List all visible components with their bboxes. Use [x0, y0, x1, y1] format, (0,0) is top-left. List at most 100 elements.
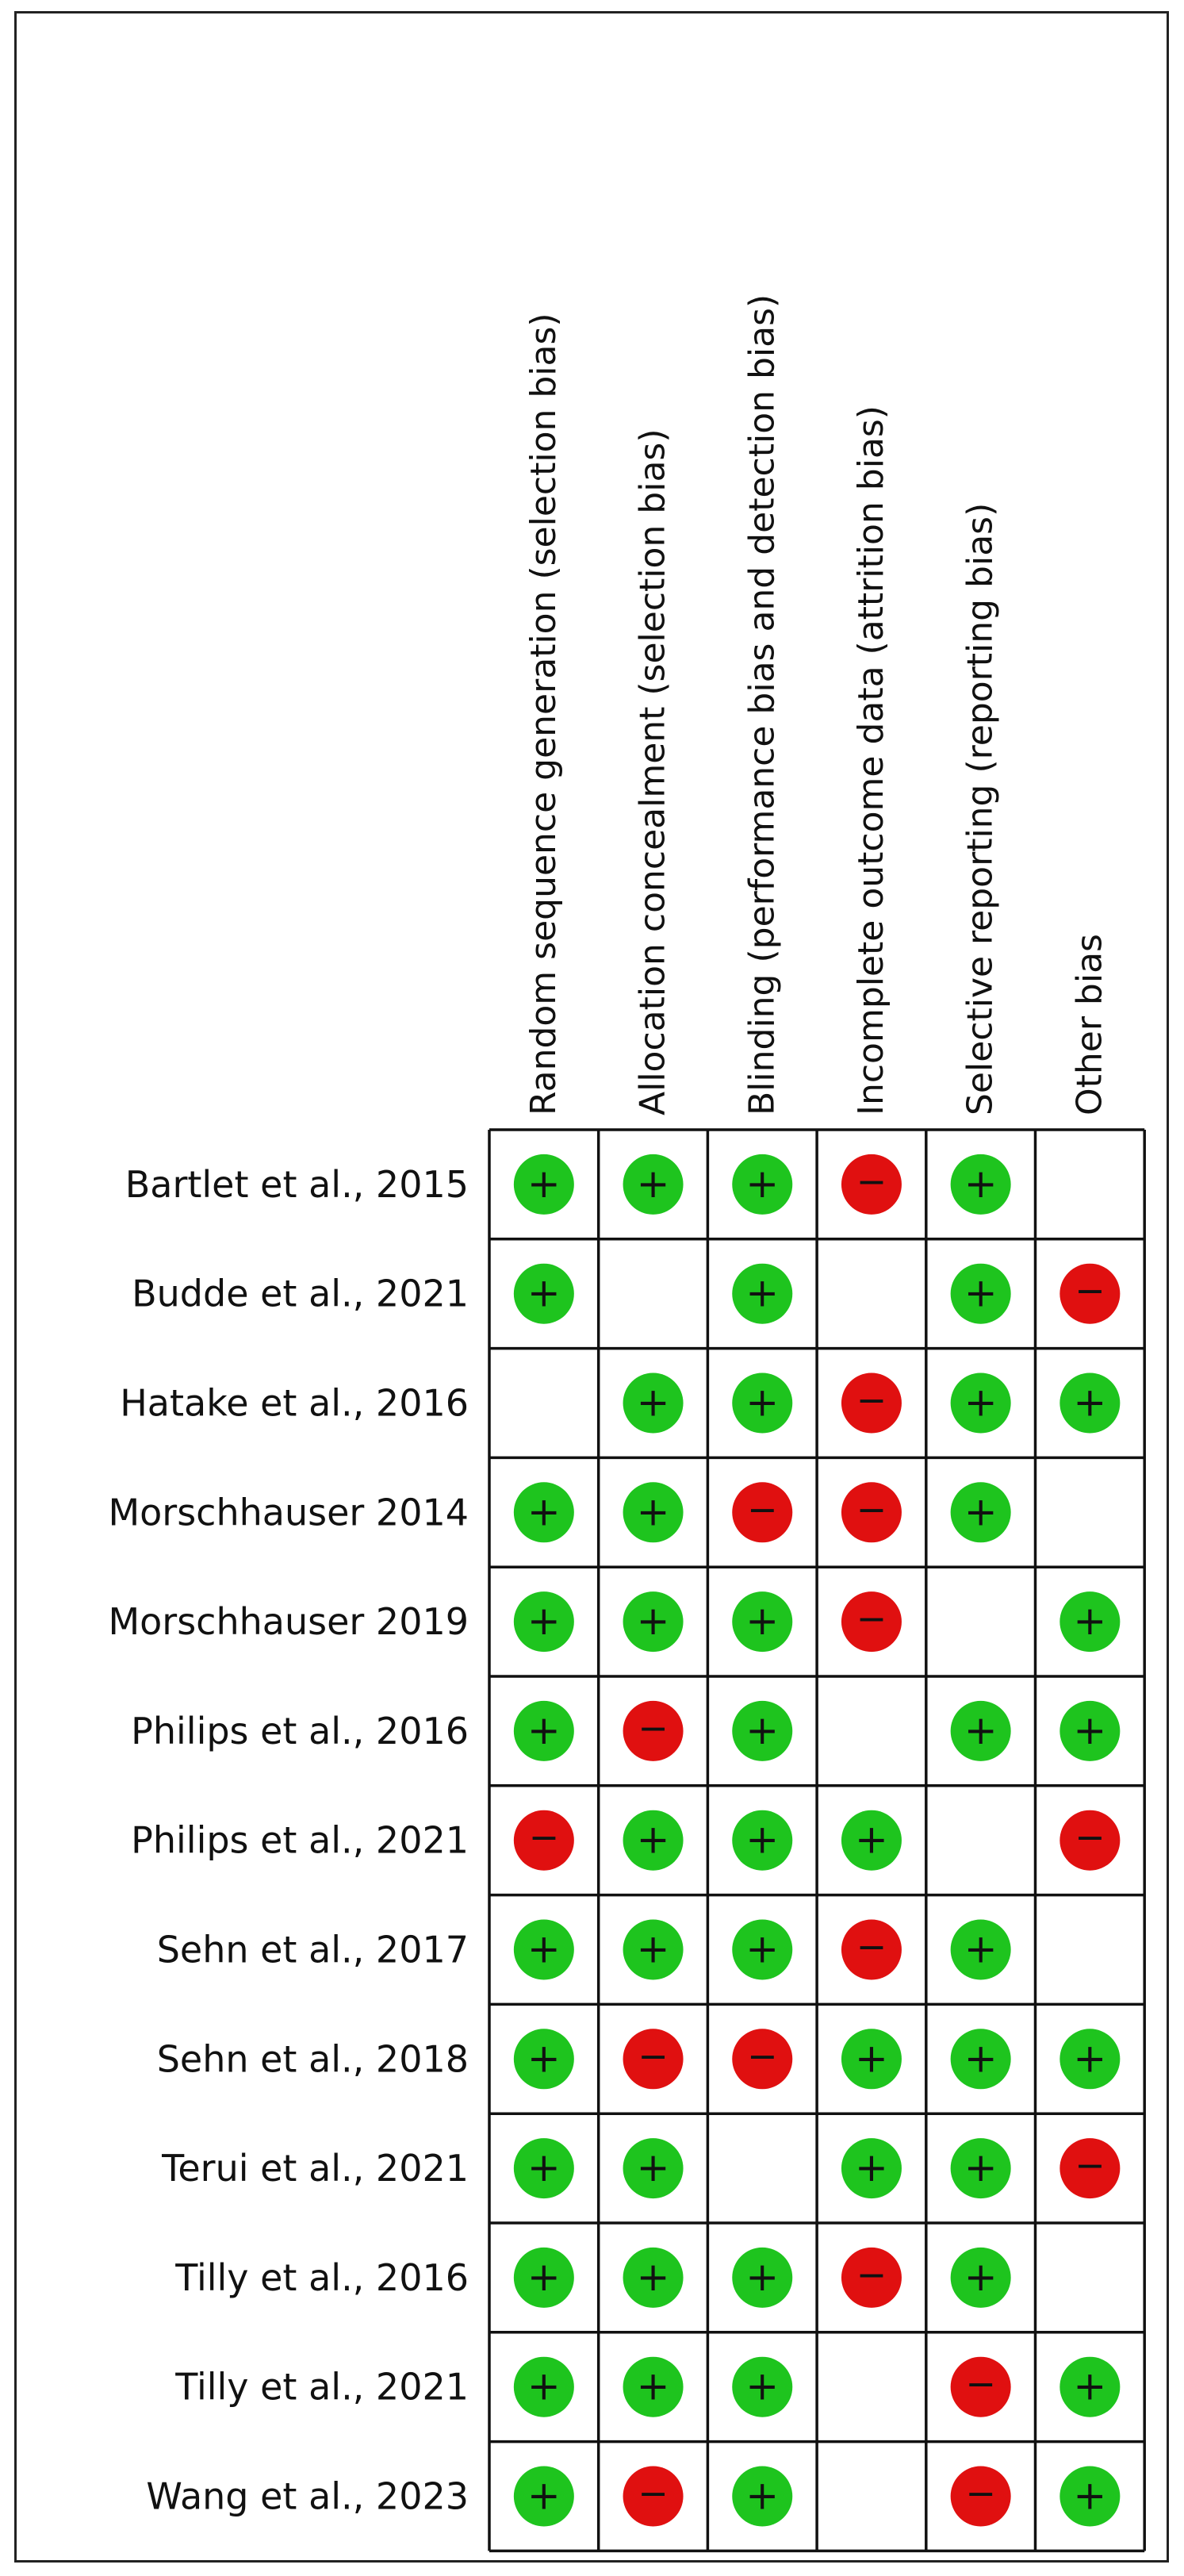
- minus-icon: −: [856, 1925, 887, 1968]
- study-label: Terui et al., 2021: [161, 2147, 469, 2190]
- minus-icon: −: [747, 2034, 778, 2077]
- high-risk-marker: [623, 2029, 684, 2090]
- high-risk-marker: [513, 1810, 574, 1871]
- plus-icon: +: [527, 1926, 561, 1972]
- low-risk-marker: [732, 2247, 793, 2308]
- low-risk-marker: [732, 1810, 793, 1871]
- minus-icon: −: [856, 1379, 887, 1422]
- low-risk-marker: [1059, 2356, 1121, 2417]
- plus-icon: +: [745, 1707, 779, 1753]
- domain-header: Selective reporting (reporting bias): [960, 503, 1001, 1115]
- low-risk-marker: [1059, 1700, 1121, 1761]
- plus-icon: +: [745, 1161, 779, 1207]
- plus-icon: +: [637, 2254, 670, 2300]
- high-risk-marker: [1059, 1263, 1121, 1324]
- study-label: Tilly et al., 2021: [174, 2366, 469, 2409]
- high-risk-marker: [1059, 1810, 1121, 1871]
- minus-icon: −: [856, 1597, 887, 1640]
- minus-icon: −: [638, 2034, 669, 2077]
- minus-icon: −: [1075, 1269, 1105, 1312]
- low-risk-marker: [950, 1482, 1011, 1543]
- plus-icon: +: [964, 1270, 998, 1316]
- plus-icon: +: [637, 2144, 670, 2190]
- study-label: Bartlet et al., 2015: [125, 1163, 469, 1206]
- low-risk-marker: [732, 1263, 793, 1324]
- plus-icon: +: [527, 2254, 561, 2300]
- plus-icon: +: [855, 1817, 888, 1863]
- plus-icon: +: [527, 2363, 561, 2409]
- domain-header: Allocation concealment (selection bias): [633, 428, 673, 1115]
- high-risk-marker: [841, 1372, 902, 1434]
- low-risk-marker: [513, 1919, 574, 1980]
- low-risk-marker: [1059, 2466, 1121, 2527]
- plus-icon: +: [1073, 2035, 1106, 2081]
- plus-icon: +: [745, 2473, 779, 2519]
- study-label: Philips et al., 2016: [131, 1710, 469, 1753]
- high-risk-marker: [732, 1482, 793, 1543]
- low-risk-marker: [950, 1263, 1011, 1324]
- study-label: Wang et al., 2023: [146, 2475, 469, 2518]
- domain-header: Blinding (performance bias and detection…: [741, 294, 782, 1115]
- minus-icon: −: [638, 2472, 669, 2515]
- plus-icon: +: [527, 1161, 561, 1207]
- plus-icon: +: [637, 1380, 670, 1426]
- minus-icon: −: [965, 2472, 996, 2515]
- plus-icon: +: [637, 1488, 670, 1534]
- plus-icon: +: [527, 2144, 561, 2190]
- plus-icon: +: [964, 1488, 998, 1534]
- low-risk-marker: [950, 1919, 1011, 1980]
- plus-icon: +: [745, 1380, 779, 1426]
- low-risk-marker: [623, 1919, 684, 1980]
- plus-icon: +: [745, 2254, 779, 2300]
- low-risk-marker: [950, 1154, 1011, 1215]
- low-risk-marker: [732, 2356, 793, 2417]
- low-risk-marker: [513, 1591, 574, 1653]
- plus-icon: +: [964, 1926, 998, 1972]
- low-risk-marker: [732, 1919, 793, 1980]
- plus-icon: +: [964, 2035, 998, 2081]
- low-risk-marker: [623, 2247, 684, 2308]
- minus-icon: −: [638, 1706, 669, 1749]
- low-risk-marker: [950, 1372, 1011, 1434]
- plus-icon: +: [637, 1817, 670, 1863]
- plus-icon: +: [1073, 2363, 1106, 2409]
- minus-icon: −: [529, 1816, 560, 1859]
- plus-icon: +: [964, 1380, 998, 1426]
- low-risk-marker: [513, 2138, 574, 2199]
- figure-border: [14, 11, 1169, 2563]
- low-risk-marker: [513, 1700, 574, 1761]
- minus-icon: −: [856, 2253, 887, 2296]
- low-risk-marker: [513, 1263, 574, 1324]
- high-risk-marker: [841, 1919, 902, 1980]
- study-label: Sehn et al., 2017: [157, 1929, 469, 1971]
- plus-icon: +: [1073, 2473, 1106, 2519]
- plus-icon: +: [1073, 1380, 1106, 1426]
- minus-icon: −: [965, 2363, 996, 2405]
- high-risk-marker: [950, 2466, 1011, 2527]
- plus-icon: +: [964, 1707, 998, 1753]
- plus-icon: +: [745, 1817, 779, 1863]
- low-risk-marker: [950, 1700, 1011, 1761]
- minus-icon: −: [1075, 2144, 1105, 2186]
- low-risk-marker: [732, 2466, 793, 2527]
- low-risk-marker: [732, 1154, 793, 1215]
- high-risk-marker: [732, 2029, 793, 2090]
- plus-icon: +: [527, 1707, 561, 1753]
- minus-icon: −: [856, 1488, 887, 1530]
- domain-header: Random sequence generation (selection bi…: [523, 313, 564, 1115]
- study-label: Morschhauser 2019: [108, 1600, 469, 1643]
- study-label: Hatake et al., 2016: [120, 1382, 469, 1425]
- low-risk-marker: [513, 1482, 574, 1543]
- low-risk-marker: [950, 2247, 1011, 2308]
- study-label: Budde et al., 2021: [132, 1273, 469, 1315]
- plus-icon: +: [1073, 1707, 1106, 1753]
- low-risk-marker: [623, 1372, 684, 1434]
- study-label: Tilly et al., 2016: [174, 2256, 469, 2299]
- low-risk-marker: [732, 1700, 793, 1761]
- plus-icon: +: [527, 1598, 561, 1644]
- high-risk-marker: [623, 2466, 684, 2527]
- plus-icon: +: [964, 1161, 998, 1207]
- low-risk-marker: [623, 2356, 684, 2417]
- low-risk-marker: [841, 1810, 902, 1871]
- low-risk-marker: [513, 2356, 574, 2417]
